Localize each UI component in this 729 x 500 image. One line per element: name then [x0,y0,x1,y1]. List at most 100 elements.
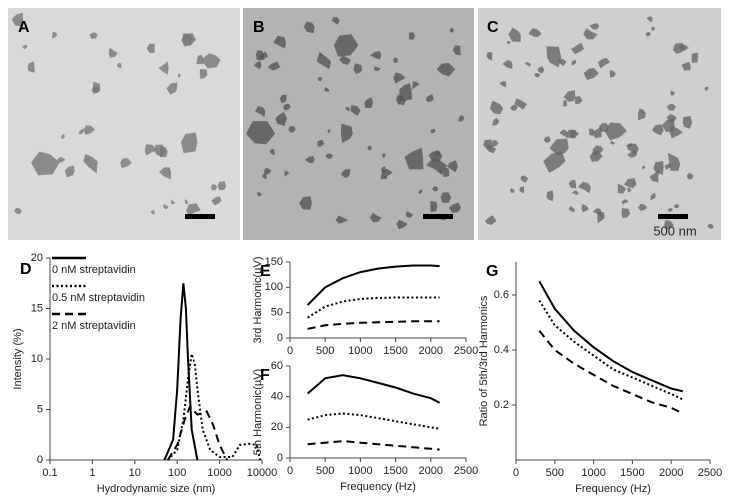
particle [154,144,166,158]
particle [610,140,616,145]
particle [304,156,315,164]
particle [486,144,497,154]
particle [258,51,269,60]
particle [83,153,98,174]
particle [604,122,627,141]
particle [383,175,388,180]
particle [597,211,605,224]
particle [581,204,589,213]
particle [333,34,359,57]
particle [426,158,447,176]
particle [196,54,204,65]
particle [510,188,515,193]
y-tick-label: 0 [37,454,43,466]
particle [425,93,434,102]
particle [163,203,169,210]
particle [373,66,381,72]
particle [588,128,595,136]
particle [449,27,454,33]
series-line [306,264,440,306]
x-axis-title: Frequency (Hz) [340,481,416,493]
y-tick-label: 60 [271,360,283,372]
series-line [307,320,440,330]
particle [166,82,178,95]
particle [430,201,438,213]
x-tick-label: 1 [89,467,95,479]
particle [353,63,363,74]
x-tick-label: 2500 [454,345,478,357]
x-tick-label: 0 [287,465,293,477]
particle [201,53,221,69]
particle [571,59,577,66]
particle [452,45,461,56]
particle [652,124,664,136]
panel-label: F [260,367,270,384]
particle [549,138,569,156]
particle [458,115,465,122]
particle [563,100,567,107]
particle [91,86,101,94]
particle [492,118,500,126]
particle [653,161,664,175]
x-axis-title: Hydrodynamic size (nm) [97,483,216,495]
particle [350,105,361,116]
particle [317,139,325,147]
particle [11,12,24,27]
particle [89,32,98,39]
particle [299,196,312,210]
particle [543,136,551,143]
particle [180,132,198,154]
particle [650,192,656,201]
particle [264,168,272,175]
particle [484,215,497,225]
particle [686,173,694,180]
particle [609,69,616,78]
x-tick-label: 1500 [383,345,407,357]
particle [335,215,349,224]
x-tick-label: 10 [129,467,141,479]
particle [486,52,493,61]
x-tick-label: 0 [513,467,519,479]
panel-label: B [253,19,265,36]
x-tick-label: 1000 [348,465,372,477]
particle [57,157,66,163]
scale-bar-label: 500 nm [653,223,696,238]
particle [519,186,525,194]
particle [31,151,60,176]
y-tick-label: 0.6 [494,289,509,301]
particle [524,61,531,67]
particle [396,219,408,230]
x-tick-label: 100 [168,467,186,479]
particle [325,153,333,159]
particle [627,149,638,158]
particle [664,163,672,170]
particle [577,181,591,194]
series-line [307,412,440,430]
particle [563,90,576,102]
particle [667,152,681,171]
particle [510,104,518,111]
particle [186,203,201,217]
particle [589,23,600,30]
particle [645,32,651,37]
particle [83,125,95,135]
particle [574,96,583,105]
particle [408,32,416,40]
particle [381,166,386,173]
particle [446,160,458,173]
panel-label: A [18,19,30,36]
particle [621,208,631,219]
y-tick-label: 0.4 [494,344,509,356]
particle [499,81,507,88]
particle [404,147,424,170]
particle [283,103,291,111]
particle [316,51,331,70]
particle [651,26,656,31]
particle [528,28,542,38]
particle [681,62,691,71]
particle [592,125,603,139]
x-tick-label: 0 [287,345,293,357]
legend-label: 2 nM streptavidin [52,320,136,332]
particle [364,97,373,109]
particle [146,43,155,53]
